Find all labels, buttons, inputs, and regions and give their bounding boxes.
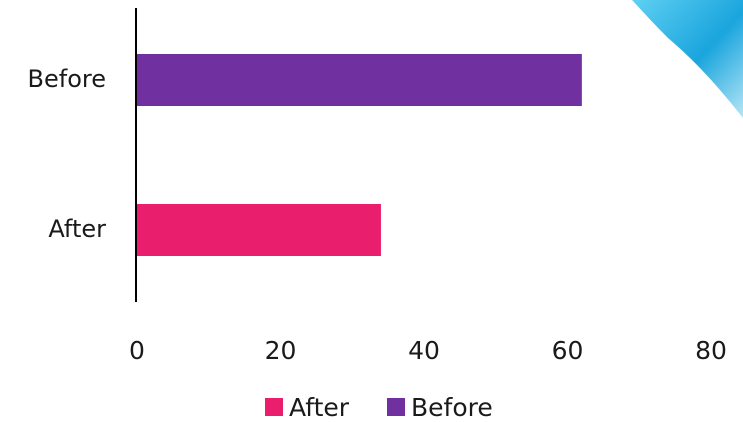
category-label-before: Before: [28, 65, 106, 93]
x-tick-label: 20: [265, 336, 297, 365]
x-tick-label: 60: [552, 336, 584, 365]
corner-swoosh-decoration: [632, 0, 743, 118]
legend: After Before: [265, 393, 493, 422]
legend-label-after: After: [289, 393, 350, 422]
legend-swatch-after: [265, 398, 283, 416]
x-tick-label: 40: [408, 336, 440, 365]
bar-after: [137, 204, 381, 256]
bars-layer: [137, 54, 582, 256]
category-labels: After Before: [28, 65, 107, 243]
bar-before: [137, 54, 582, 106]
category-label-after: After: [48, 215, 106, 243]
x-tick-label: 80: [695, 336, 727, 365]
x-axis-tick-labels: 0 20 40 60 80: [129, 336, 727, 365]
x-tick-label: 0: [129, 336, 145, 365]
legend-label-before: Before: [411, 393, 493, 422]
legend-swatch-before: [387, 398, 405, 416]
